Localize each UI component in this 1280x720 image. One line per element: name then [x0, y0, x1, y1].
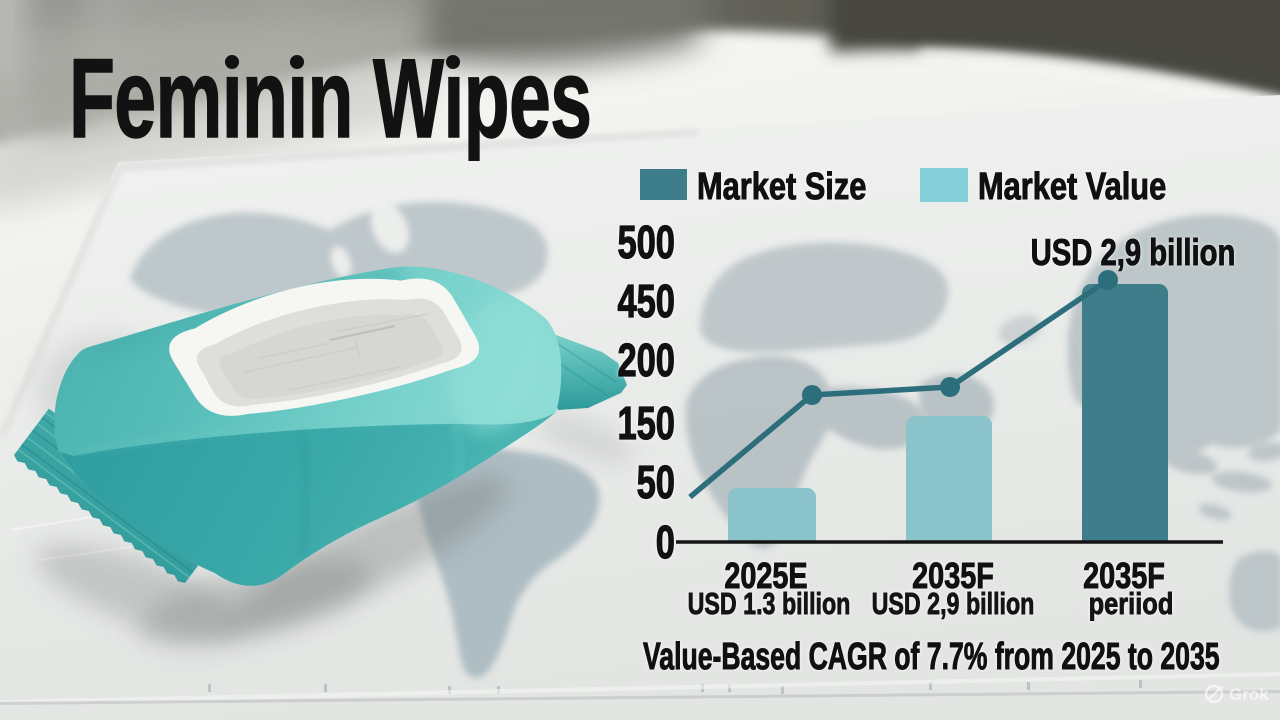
svg-text:Grok: Grok — [1229, 685, 1269, 704]
